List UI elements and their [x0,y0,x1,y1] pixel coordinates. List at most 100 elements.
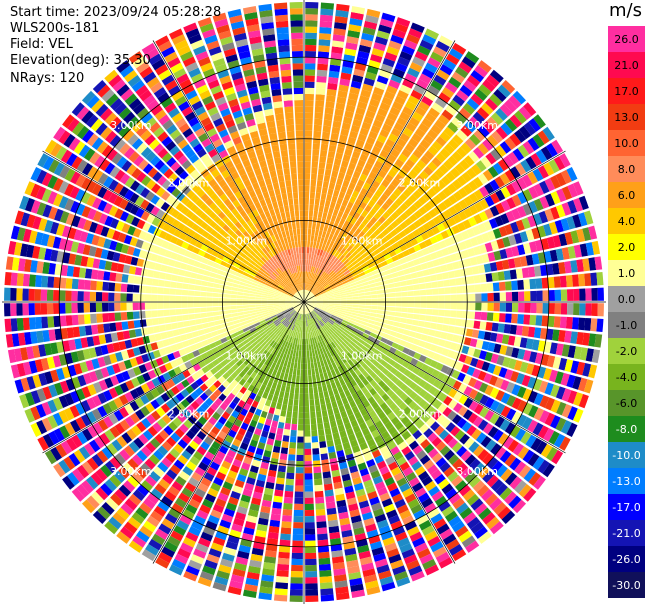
ray-gate [366,156,376,166]
ray-gate [313,291,320,296]
ray-gate [435,249,444,258]
ray-gate [320,143,329,151]
ray-gate [504,169,516,182]
ray-gate [335,216,341,224]
ray-gate [305,564,317,572]
ray-gate [326,277,333,283]
ray-gate [459,327,468,336]
ray-gate [375,285,383,291]
ray-gate [114,292,121,302]
ray-gate [230,302,237,306]
ray-gate [291,546,303,553]
ray-gate [429,322,437,330]
ray-gate [477,370,487,381]
ray-gate [440,364,450,374]
ray-gate [358,295,366,299]
ray-gate [489,93,503,107]
ray-gate [305,283,307,290]
ray-gate [304,271,306,278]
ray-gate [467,247,476,257]
ray-gate [415,175,425,185]
ray-gate [532,133,545,148]
ray-gate [423,212,432,222]
ray-gate [333,290,340,294]
ray-gate [422,222,431,232]
ray-gate [316,248,321,256]
ray-gate [365,298,372,302]
ray-gate [393,143,404,153]
ray-gate [313,466,322,474]
ray-gate [78,267,87,279]
ray-gate [397,327,405,334]
ray-gate [329,420,337,428]
ray-gate [482,138,494,151]
ray-gate [274,389,280,397]
ray-gate [480,156,492,169]
ray-gate [521,325,530,337]
ray-gate [312,241,317,249]
ray-gate [469,338,478,348]
ray-gate [448,99,462,112]
ray-gate [315,296,322,299]
ray-gate [345,308,353,312]
ray-gate [313,267,318,274]
ray-gate [457,222,466,232]
ray-gate [561,186,573,200]
ray-gate [305,332,308,339]
ray-gate [315,283,321,289]
ray-gate [361,218,370,226]
ray-gate [339,218,346,226]
ray-gate [363,255,371,262]
ray-gate [308,292,313,298]
ray-gate [304,179,310,186]
ray-gate [388,133,399,143]
ray-gate [307,265,310,272]
ray-gate [413,210,423,219]
ray-gate [519,337,528,349]
ray-gate [164,280,171,288]
ray-gate [389,297,396,302]
ray-gate [444,287,451,295]
ray-gate [295,479,304,486]
ray-gate [304,430,311,437]
ray-gate [351,150,361,159]
ray-gate [391,255,399,262]
ray-gate [410,238,419,246]
ray-gate [318,45,330,53]
ray-gate [553,156,566,171]
ray-gate [515,325,524,336]
ray-gate [487,342,496,352]
ray-gate [382,333,390,339]
ray-gate [538,380,549,394]
ray-gate [475,359,485,370]
ray-gate [338,263,345,270]
ray-gate [330,283,337,288]
ray-gate [389,229,398,237]
ray-gate [354,277,362,283]
ray-gate [378,69,391,79]
ray-gate [391,342,399,349]
ray-gate [169,302,176,309]
ray-gate [323,282,329,288]
ray-gate [332,287,339,291]
ray-gate [348,182,356,190]
ray-gate [389,192,398,202]
ray-gate [410,325,418,332]
ray-gate [446,263,454,271]
ray-gate [466,98,480,111]
ray-gate [485,98,498,111]
ray-gate [374,175,384,184]
ray-gate [337,231,344,239]
ray-gate [323,206,329,214]
ray-gate [330,52,343,60]
ray-gate [4,271,12,286]
ray-gate [359,127,370,136]
ray-gate [566,422,578,438]
ray-gate [401,45,415,56]
ray-gate [588,333,597,347]
ray-gate [305,583,318,590]
ray-gate [394,173,404,183]
ray-gate [279,453,288,461]
ray-gate [434,97,448,109]
ray-gate [443,317,451,325]
